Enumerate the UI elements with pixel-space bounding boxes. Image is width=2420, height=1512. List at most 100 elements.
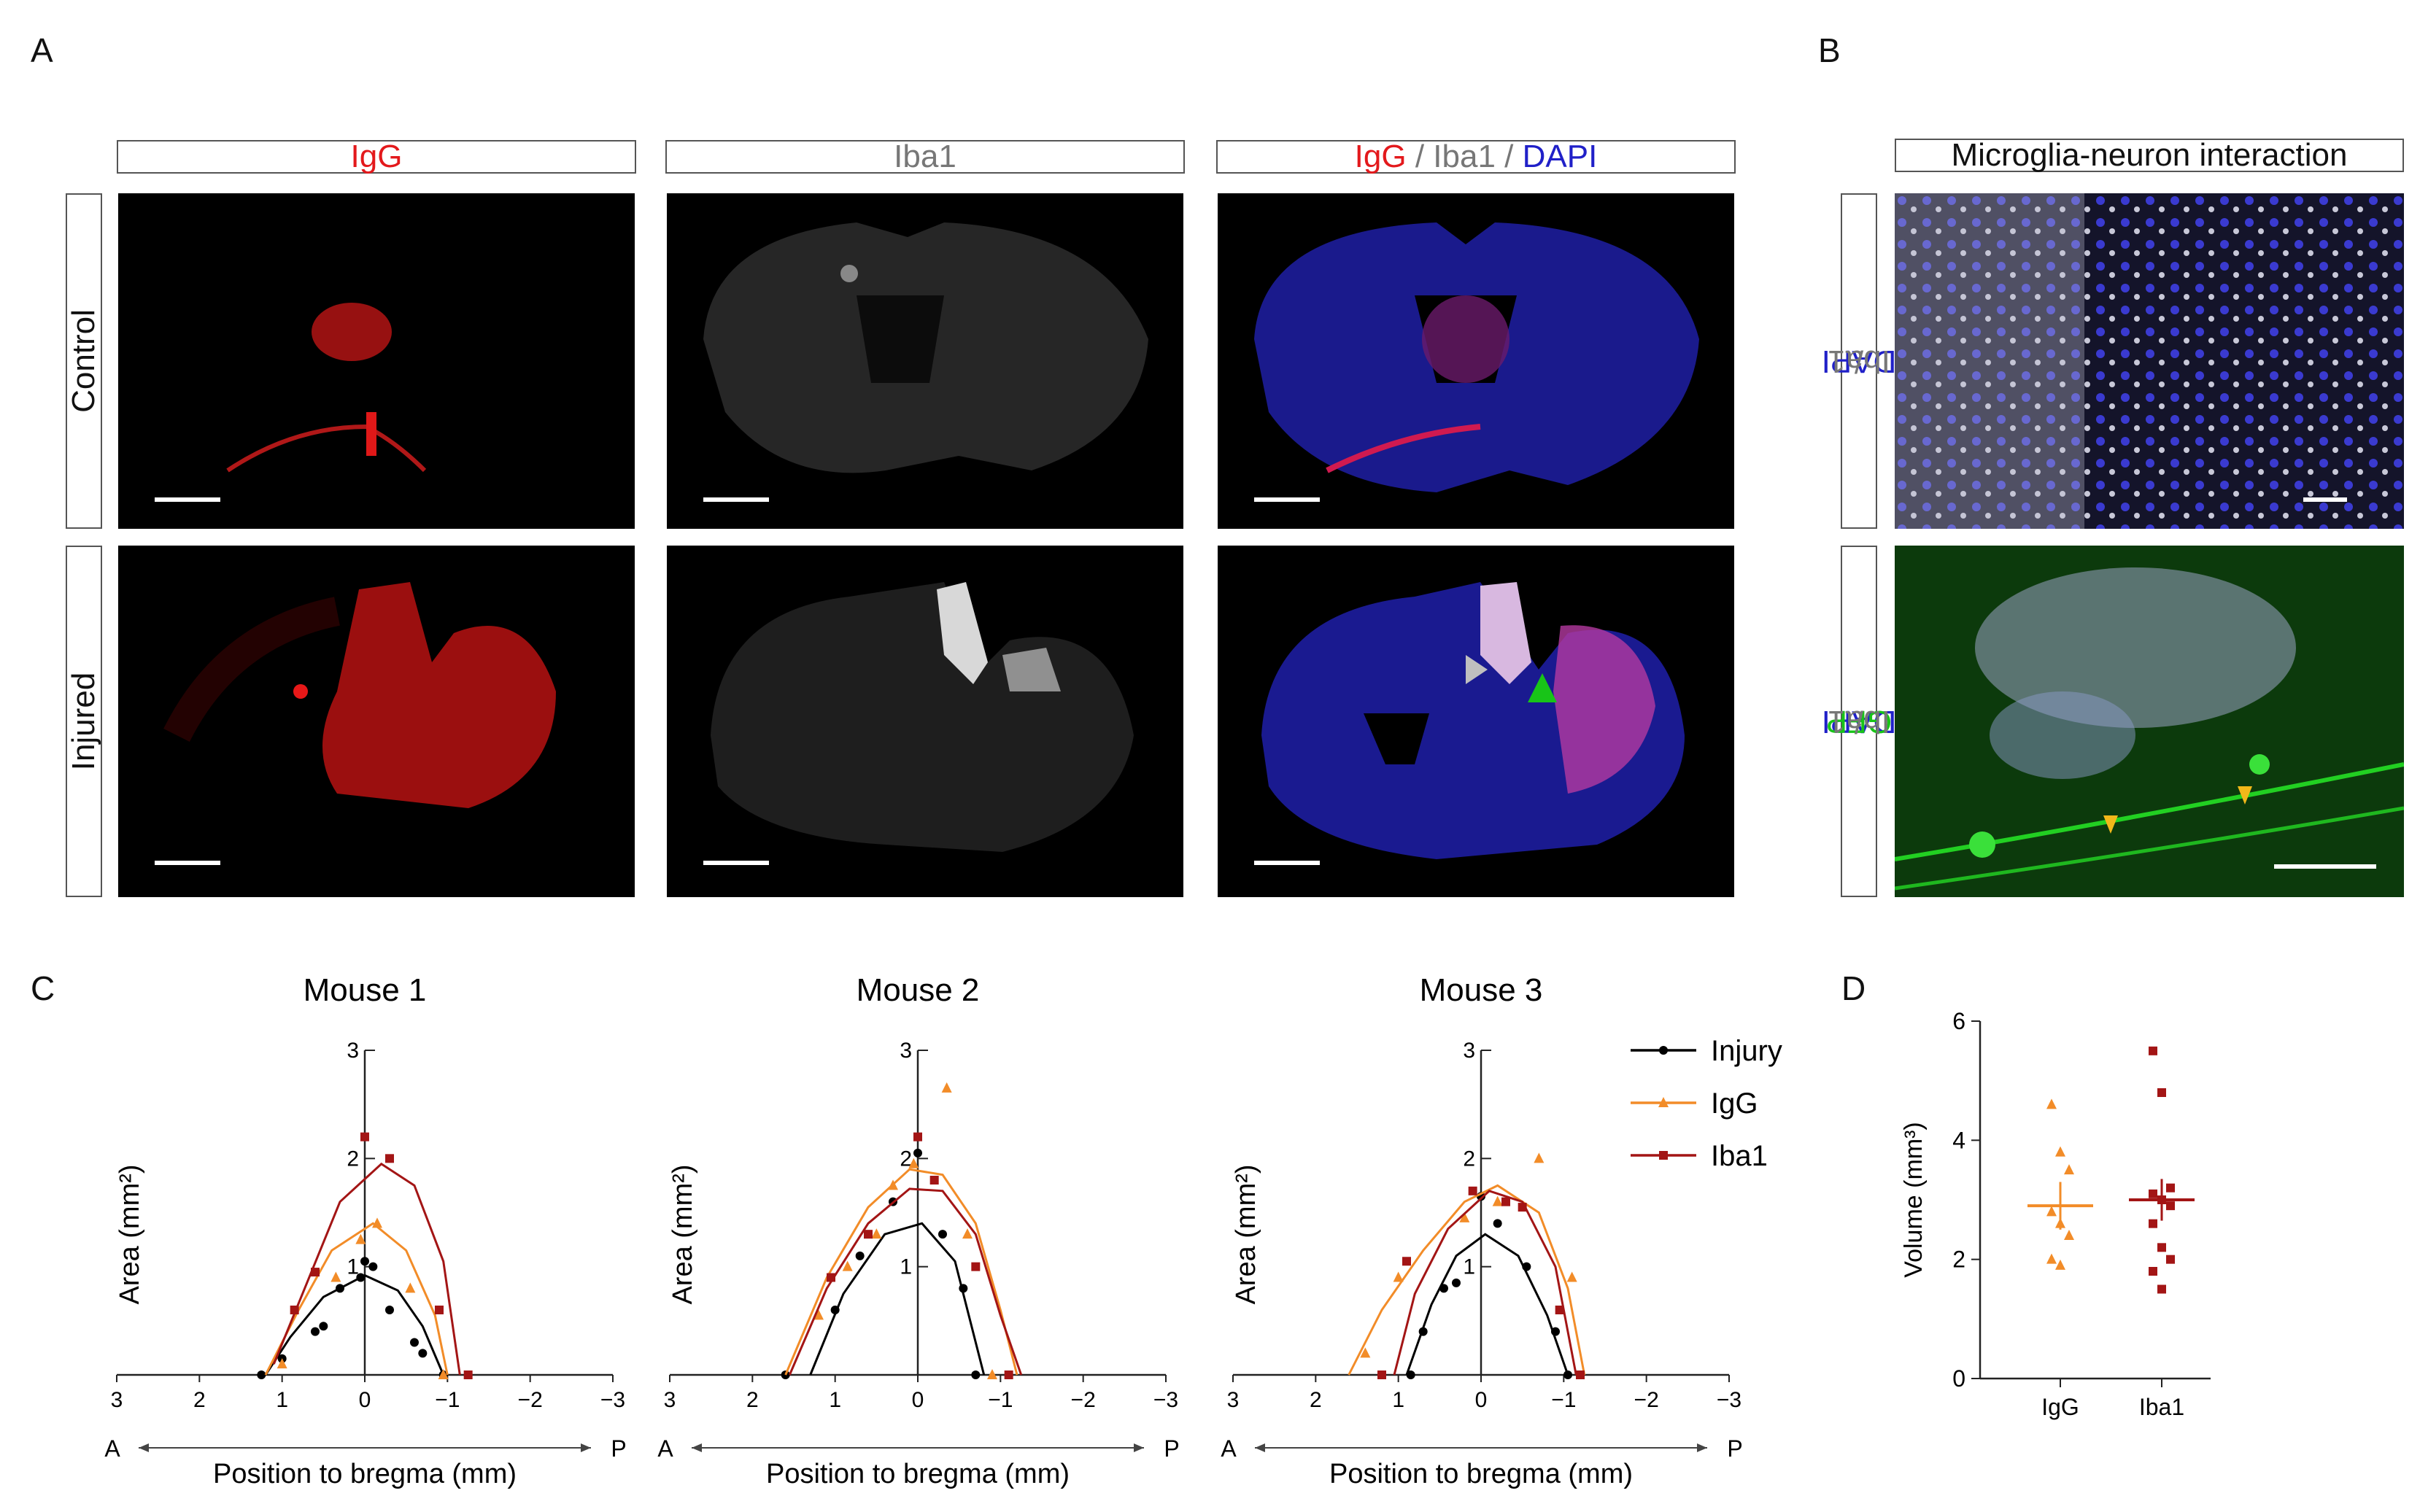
direction-right-3: P <box>1727 1435 1742 1462</box>
volume-category-iba1: Iba1 <box>2139 1394 2184 1420</box>
point-injury-3 <box>1439 1284 1448 1293</box>
direction-left-1: A <box>104 1435 120 1462</box>
point-igg-2 <box>987 1369 997 1379</box>
legend-marker-iba1 <box>1659 1151 1668 1160</box>
volume-point-igg <box>2064 1230 2074 1240</box>
point-injury-1 <box>311 1327 320 1336</box>
point-injury-1 <box>410 1338 419 1347</box>
image-microglia-top <box>1895 193 2404 529</box>
direction-right-2: P <box>1164 1435 1179 1462</box>
point-injury-1 <box>360 1257 369 1266</box>
volume-point-iba1 <box>2157 1243 2166 1252</box>
point-igg-2 <box>962 1228 973 1239</box>
point-igg-2 <box>941 1082 952 1093</box>
point-igg-2 <box>842 1260 853 1271</box>
fit-curve-igg-3 <box>1348 1184 1586 1376</box>
header-microglia-neuron: Microglia-neuron interaction <box>1895 137 2404 173</box>
x-tick-label-1: 2 <box>193 1388 206 1412</box>
y-axis-label-2: Area (mm²) <box>668 1164 698 1304</box>
point-injury-3 <box>1522 1262 1531 1271</box>
point-iba1-3 <box>1377 1371 1386 1379</box>
x-tick-label-2: −1 <box>988 1388 1013 1412</box>
point-igg-2 <box>888 1179 898 1190</box>
fit-curve-injury-3 <box>1405 1233 1569 1376</box>
volume-y-tick-label: 0 <box>1952 1365 1965 1392</box>
point-iba1-3 <box>1555 1306 1564 1314</box>
x-axis-label-3: Position to bregma (mm) <box>1329 1459 1633 1489</box>
point-injury-3 <box>1406 1371 1415 1379</box>
point-injury-2 <box>971 1371 981 1379</box>
point-injury-1 <box>257 1371 266 1379</box>
image-control-merge <box>1218 193 1734 529</box>
x-tick-label-2: 2 <box>746 1388 759 1412</box>
volume-point-igg <box>2055 1259 2065 1270</box>
point-injury-1 <box>319 1322 328 1331</box>
volume-y-tick-label: 2 <box>1952 1247 1965 1273</box>
x-axis-label-1: Position to bregma (mm) <box>213 1459 517 1489</box>
legend-label-iba1: Iba1 <box>1711 1140 1768 1172</box>
y-axis-label-1: Area (mm²) <box>115 1164 145 1304</box>
point-igg-1 <box>405 1282 416 1293</box>
point-igg-3 <box>1393 1271 1404 1282</box>
point-igg-1 <box>277 1358 287 1369</box>
image-injured-igg <box>118 546 635 897</box>
point-igg-2 <box>908 1158 919 1168</box>
volume-point-igg <box>2064 1164 2074 1175</box>
y-tick-label-1: 3 <box>347 1039 359 1063</box>
x-tick-label-2: −2 <box>1071 1388 1096 1412</box>
fit-curve-igg-2 <box>784 1168 1018 1376</box>
panel-label-b: B <box>1818 31 1841 69</box>
point-iba1-1 <box>311 1268 320 1277</box>
y-tick-label-2: 2 <box>900 1147 912 1171</box>
point-iba1-3 <box>1468 1186 1477 1195</box>
volume-point-igg <box>2046 1206 2057 1217</box>
point-igg-3 <box>1492 1195 1503 1206</box>
x-tick-label-2: 0 <box>912 1388 924 1412</box>
point-iba1-1 <box>435 1306 444 1314</box>
x-axis-label-2: Position to bregma (mm) <box>766 1459 1070 1489</box>
image-injured-iba1 <box>667 546 1183 897</box>
x-tick-label-3: 2 <box>1310 1388 1322 1412</box>
y-tick-label-3: 1 <box>1463 1255 1475 1279</box>
point-igg-1 <box>330 1271 341 1282</box>
panel-label-c: C <box>31 969 55 1007</box>
point-iba1-1 <box>463 1371 473 1379</box>
point-iba1-3 <box>1518 1203 1527 1212</box>
point-injury-1 <box>336 1284 344 1293</box>
point-igg-1 <box>355 1233 366 1244</box>
volume-point-igg <box>2046 1253 2057 1264</box>
point-igg-2 <box>871 1228 882 1239</box>
arrow-head-left-1 <box>139 1443 149 1452</box>
image-injured-merge <box>1218 546 1734 897</box>
point-iba1-3 <box>1576 1371 1585 1379</box>
point-iba1-2 <box>1004 1371 1013 1379</box>
point-iba1-2 <box>827 1273 835 1282</box>
volume-point-iba1 <box>2166 1183 2175 1193</box>
y-tick-label-3: 3 <box>1463 1039 1475 1063</box>
legend-label-injury: Injury <box>1711 1035 1782 1067</box>
panel-label-a: A <box>31 31 53 69</box>
x-tick-label-1: 1 <box>276 1388 288 1412</box>
point-iba1-3 <box>1402 1257 1411 1266</box>
volume-point-iba1 <box>2149 1046 2157 1055</box>
x-tick-label-1: −2 <box>518 1388 543 1412</box>
arrow-head-right-2 <box>1134 1443 1144 1452</box>
direction-left-2: A <box>657 1435 673 1462</box>
volume-point-iba1 <box>2166 1255 2175 1264</box>
volume-point-iba1 <box>2149 1219 2157 1228</box>
legend-marker-igg <box>1658 1097 1669 1107</box>
point-igg-3 <box>1360 1347 1371 1358</box>
header-iba1: Iba1 <box>665 139 1185 174</box>
direction-right-1: P <box>611 1435 626 1462</box>
point-iba1-2 <box>929 1176 939 1185</box>
image-microglia-bottom <box>1895 546 2404 897</box>
point-igg-1 <box>372 1217 382 1228</box>
image-control-iba1 <box>667 193 1183 529</box>
arrow-head-right-1 <box>581 1443 591 1452</box>
x-tick-label-1: 0 <box>359 1388 371 1412</box>
header-igg: IgG <box>117 139 636 174</box>
row-label-dapi-iba1: DAPI / Iba1 <box>1822 193 1896 529</box>
y-tick-label-1: 1 <box>347 1255 359 1279</box>
point-iba1-3 <box>1501 1197 1510 1206</box>
y-tick-label-1: 2 <box>347 1147 359 1171</box>
